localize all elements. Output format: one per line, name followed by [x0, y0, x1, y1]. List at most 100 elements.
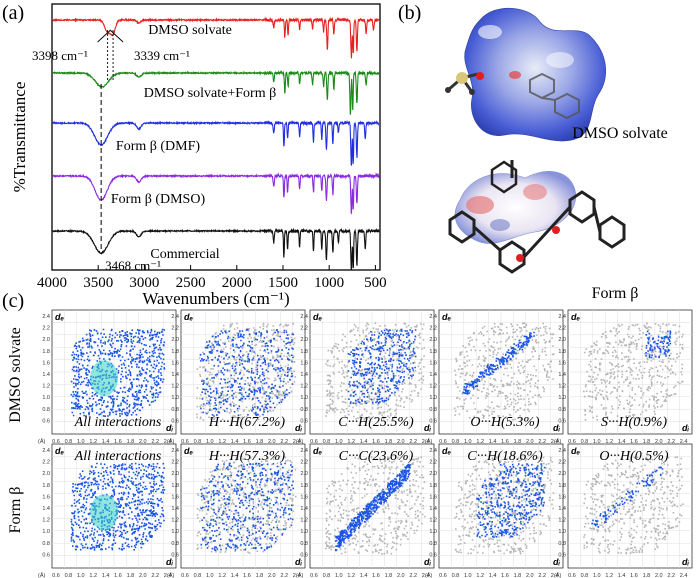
fingerprint-label: S···H(0.9%)	[601, 415, 667, 430]
fingerprint-y-tick: 2.4	[429, 448, 437, 454]
fingerprint-y-tick: 1.2	[429, 518, 437, 524]
fingerprint-x-tick: 1.0	[77, 573, 85, 578]
fingerprint-blue-region	[200, 462, 295, 551]
fingerprint-x-tick: 1.4	[360, 439, 368, 445]
fingerprint-x-tick: 2.2	[538, 573, 546, 578]
fingerprint-y-tick: 0.8	[300, 541, 308, 547]
fingerprint-x-tick: 2.4	[680, 439, 688, 445]
fingerprint-y-tick: 2.4	[171, 314, 179, 320]
ftir-series-label: Form β (DMSO)	[111, 192, 206, 207]
fingerprint-y-tick: 1.2	[42, 384, 50, 390]
fingerprint-x-tick: 0.6	[568, 439, 576, 445]
fingerprint-de-label: dₑ	[184, 312, 193, 322]
fingerprint-x-tick: 1.2	[605, 439, 613, 445]
fingerprint-y-tick: 1.0	[171, 395, 179, 401]
fingerprint-x-tick: 2.4	[422, 439, 430, 445]
fingerprint-x-tick: 1.8	[385, 573, 393, 578]
fingerprint-y-tick: 2.4	[171, 448, 179, 454]
fingerprint-x-tick: 1.6	[372, 573, 380, 578]
fingerprint-y-tick: 0.6	[558, 552, 566, 558]
fingerprint-y-tick: 2.0	[171, 471, 179, 477]
fingerprint-di-label: dᵢ	[553, 423, 560, 433]
fingerprint-de-label: dₑ	[184, 446, 193, 456]
fingerprint-x-tick: 1.8	[256, 573, 264, 578]
fingerprint-y-tick: 1.4	[42, 372, 50, 378]
fingerprint-x-tick: 1.4	[618, 439, 626, 445]
fingerprint-x-tick: 2.2	[409, 439, 417, 445]
fingerprint-y-tick: 2.4	[558, 448, 566, 454]
fingerprint-y-tick: 2.0	[42, 471, 50, 477]
fingerprint-blue-region	[347, 328, 417, 405]
panel-label-a: (a)	[2, 2, 25, 24]
fingerprint-x-tick: 0.8	[452, 573, 460, 578]
fingerprint-y-tick: 1.4	[429, 506, 437, 512]
fingerprint-y-tick: 2.0	[300, 337, 308, 343]
fingerprint-x-tick: 0.8	[581, 439, 589, 445]
fingerprint-blue-region	[70, 328, 166, 417]
ftir-x-tick-label: 2500	[176, 275, 206, 291]
row-label-form-beta: Form β	[7, 487, 24, 534]
fingerprint-y-tick: 0.8	[171, 541, 179, 547]
ftir-series-label: DMSO solvate+Form β	[144, 86, 276, 101]
fingerprint-y-tick: 2.0	[429, 337, 437, 343]
fingerprint-x-tick: 1.4	[489, 573, 497, 578]
fingerprint-x-tick: 1.4	[360, 573, 368, 578]
fingerprint-unit: (Å)	[296, 572, 304, 578]
fingerprint-blue-region	[645, 330, 672, 359]
fingerprint-di-label: dᵢ	[424, 557, 431, 567]
fingerprint-y-tick: 1.4	[300, 506, 308, 512]
fingerprint-unit: (Å)	[554, 438, 562, 445]
fingerprint-y-tick: 2.0	[42, 337, 50, 343]
fingerprint-x-tick: 2.4	[680, 573, 688, 578]
fingerprint-x-tick: 1.8	[514, 573, 522, 578]
fingerprint-y-tick: 0.6	[42, 552, 50, 558]
fingerprint-y-tick: 1.2	[558, 384, 566, 390]
fingerprint-x-tick: 2.0	[526, 439, 534, 445]
fingerprint-y-tick: 2.2	[300, 326, 308, 332]
fingerprint-x-tick: 1.4	[618, 573, 626, 578]
fingerprint-y-tick: 0.8	[429, 407, 437, 413]
fingerprint-x-tick: 1.2	[89, 573, 97, 578]
fingerprint-y-tick: 2.0	[429, 471, 437, 477]
fingerprint-y-tick: 1.0	[42, 529, 50, 535]
fingerprint-x-tick: 2.0	[268, 439, 276, 445]
ftir-series-line	[52, 227, 380, 271]
fingerprint-x-tick: 2.2	[151, 573, 159, 578]
fingerprint-y-tick: 1.8	[171, 349, 179, 355]
fingerprint-y-tick: 0.6	[300, 418, 308, 424]
fingerprint-y-tick: 1.4	[558, 372, 566, 378]
fingerprint-x-tick: 1.2	[347, 439, 355, 445]
fingerprint-y-tick: 2.2	[42, 326, 50, 332]
fingerprint-x-tick: 0.8	[581, 573, 589, 578]
fingerprint-x-tick: 1.2	[476, 573, 484, 578]
ftir-series-line	[52, 119, 380, 166]
fingerprint-y-tick: 2.2	[429, 460, 437, 466]
fingerprint-gray-cloud	[325, 322, 425, 421]
fingerprint-x-tick: 0.6	[52, 439, 60, 445]
fingerprint-x-tick: 1.4	[231, 573, 239, 578]
fingerprint-x-tick: 0.8	[452, 439, 460, 445]
fingerprint-label: C···H(18.6%)	[467, 449, 543, 464]
fingerprint-de-label: dₑ	[313, 446, 322, 456]
fingerprint-x-tick: 1.8	[643, 573, 651, 578]
fingerprint-y-tick: 2.0	[558, 337, 566, 343]
fingerprint-y-tick: 1.6	[558, 494, 566, 500]
fingerprint-x-tick: 1.2	[218, 439, 226, 445]
fingerprint-x-tick: 1.6	[630, 573, 638, 578]
fingerprint-blue-region	[462, 331, 535, 395]
fingerprint-y-tick: 2.4	[300, 314, 308, 320]
fingerprint-x-tick: 0.8	[323, 573, 331, 578]
fingerprint-y-tick: 1.0	[300, 395, 308, 401]
fingerprint-y-tick: 1.2	[171, 518, 179, 524]
fingerprint-x-tick: 2.4	[164, 573, 172, 578]
fingerprint-y-tick: 0.6	[429, 418, 437, 424]
ftir-series-label: Form β (DMF)	[116, 139, 200, 154]
fingerprint-de-label: dₑ	[55, 446, 64, 456]
panel-label-c: (c)	[2, 290, 25, 312]
fingerprint-blue-region	[70, 462, 166, 551]
fingerprint-x-tick: 1.2	[89, 439, 97, 445]
ftir-series-line	[52, 172, 380, 215]
fingerprint-y-tick: 2.4	[42, 314, 50, 320]
ftir-annotation: 3398 cm⁻¹	[32, 48, 88, 63]
fingerprint-plot: 2.4 2.2 2.0 1.8 1.6 1.4 1.2 1.0 0.8 0.6 0.6 0.8 1.0 1…	[296, 309, 435, 445]
